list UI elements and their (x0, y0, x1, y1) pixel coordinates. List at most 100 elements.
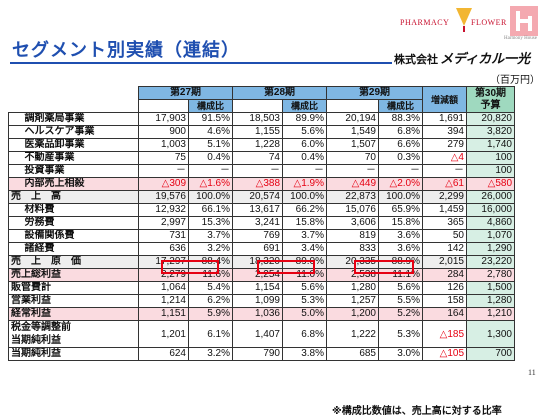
cell-r28: 5.6% (282, 125, 327, 139)
cell-r29: 3.0% (378, 347, 423, 361)
row-label: 不動産事業 (22, 151, 139, 165)
cell-r29: △2.0% (378, 177, 423, 191)
cell-diff: △61 (422, 177, 467, 191)
cell-r27: 100.0% (188, 190, 233, 204)
cell-diff: △4 (422, 151, 467, 165)
indent-spacer (8, 216, 23, 230)
indent-spacer (8, 203, 23, 217)
cell-r28: 3.7% (282, 229, 327, 243)
cell-v27: 1,003 (138, 138, 189, 152)
row-label: 設備関係費 (22, 229, 139, 243)
table-row: ヘルスケア事業 900 4.6% 1,155 5.6% 1,549 6.8% 394 3,820 (8, 125, 515, 139)
cell-v29: 1,200 (326, 307, 379, 321)
cell-diff: 1,459 (422, 203, 467, 217)
row-label: 内部売上相殺 (22, 177, 139, 191)
indent-spacer (8, 125, 23, 139)
row-label: 税金等調整前 当期純利益 (8, 320, 139, 348)
cell-r28: 66.2% (282, 203, 327, 217)
cell-r29: 100.0% (378, 190, 423, 204)
table-row: 売 上 原 価 17,297 88.4% 18,320 89.0% 20,335 88.9%… (8, 255, 515, 269)
table-row: 設備関係費 731 3.7% 769 3.7% 819 3.6% 50 1,070 (8, 229, 515, 243)
cell-r28: 0.4% (282, 151, 327, 165)
row-label-text: 経常利益 (11, 308, 51, 320)
cell-v29: 20,335 (326, 255, 379, 269)
cell-v28: 2,254 (232, 268, 283, 282)
value-27-header (138, 99, 189, 113)
cell-r28: 5.3% (282, 294, 327, 308)
cell-r28: 89.9% (282, 112, 327, 126)
row-label-text-2: 当期純利益 (11, 335, 61, 346)
cell-p30: 1,500 (466, 281, 515, 295)
period-28-header: 第28期 (232, 86, 327, 100)
table-row: 労務費 2,997 15.3% 3,241 15.8% 3,606 15.8% 365 4,86… (8, 216, 515, 230)
cell-v28: 18,503 (232, 112, 283, 126)
unit-label: （百万円） (490, 75, 540, 86)
corner-cell (8, 86, 139, 113)
cell-r29: 5.6% (378, 281, 423, 295)
cell-diff: 284 (422, 268, 467, 282)
cell-p30: 4,860 (466, 216, 515, 230)
cell-diff: 365 (422, 216, 467, 230)
cell-v29: 2,538 (326, 268, 379, 282)
cell-r29: 5.2% (378, 307, 423, 321)
row-label: 経常利益 (8, 307, 139, 321)
cell-r29: － (378, 164, 423, 178)
cell-r27: △1.6% (188, 177, 233, 191)
table-row: 経常利益 1,151 5.9% 1,036 5.0% 1,200 5.2% 164 1,210 (8, 307, 515, 321)
value-28-header (232, 99, 283, 113)
cell-diff: 2,299 (422, 190, 467, 204)
cell-r29: 5.3% (378, 320, 423, 348)
table-row: 医薬品卸事業 1,003 5.1% 1,228 6.0% 1,507 6.6% 279 1,74… (8, 138, 515, 152)
cell-p30: 1,070 (466, 229, 515, 243)
cell-p30: 1,290 (466, 242, 515, 256)
cell-r27: 91.5% (188, 112, 233, 126)
ratio-27-header: 構成比 (188, 99, 233, 113)
cell-v28: － (232, 164, 283, 178)
cell-v27: 1,064 (138, 281, 189, 295)
cell-v27: 624 (138, 347, 189, 361)
cell-diff: 2,015 (422, 255, 467, 269)
cell-r29: 3.6% (378, 229, 423, 243)
cell-r28: 6.8% (282, 320, 327, 348)
cell-diff: 279 (422, 138, 467, 152)
cell-v29: 3,606 (326, 216, 379, 230)
cell-p30: 100 (466, 164, 515, 178)
cell-r29: 15.8% (378, 216, 423, 230)
cell-diff: 142 (422, 242, 467, 256)
cell-v29: 1,549 (326, 125, 379, 139)
cell-v27: 2,279 (138, 268, 189, 282)
cell-v29: 1,222 (326, 320, 379, 348)
cell-r29: 88.9% (378, 255, 423, 269)
period-29-header: 第29期 (326, 86, 423, 100)
cell-p30: 20,820 (466, 112, 515, 126)
table-row: 材料費 12,932 66.1% 13,617 66.2% 15,076 65.9% 1,45… (8, 203, 515, 217)
cell-r29: 5.5% (378, 294, 423, 308)
cell-r27: 5.9% (188, 307, 233, 321)
cell-r29: 65.9% (378, 203, 423, 217)
indent-spacer (8, 242, 23, 256)
cell-v29: 15,076 (326, 203, 379, 217)
cell-v27: 19,576 (138, 190, 189, 204)
cell-diff: 394 (422, 125, 467, 139)
budget-label: 予算 (480, 99, 501, 111)
indent-spacer (8, 177, 23, 191)
cell-v27: － (138, 164, 189, 178)
row-label: 労務費 (22, 216, 139, 230)
logo-pharmacy-text: PHARMACY (400, 18, 450, 27)
cell-v27: 1,214 (138, 294, 189, 308)
cell-v28: 74 (232, 151, 283, 165)
cell-p30: △580 (466, 177, 515, 191)
cell-p30: 1,740 (466, 138, 515, 152)
cell-v27: 900 (138, 125, 189, 139)
cell-v29: 819 (326, 229, 379, 243)
cell-p30: 16,000 (466, 203, 515, 217)
row-label-text: 営業利益 (11, 295, 51, 307)
table-row: 諸経費 636 3.2% 691 3.4% 833 3.6% 142 1,290 (8, 242, 515, 256)
logo-flower-text: FLOWER (471, 18, 507, 27)
indent-spacer (8, 164, 23, 178)
cell-v29: － (326, 164, 379, 178)
cell-r27: 5.1% (188, 138, 233, 152)
cell-p30: 1,210 (466, 307, 515, 321)
table-row: 調剤薬局事業 17,903 91.5% 18,503 89.9% 20,194 88.3% 1… (8, 112, 515, 126)
table-row: 当期純利益 624 3.2% 790 3.8% 685 3.0% △105 700 (8, 347, 515, 361)
